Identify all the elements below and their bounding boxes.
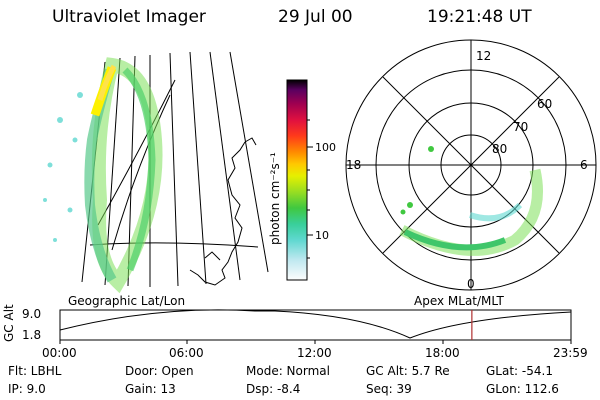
timeline-xtick-0000: 00:00 [42,346,77,360]
geographic-map-panel [43,51,269,294]
mlt-label-12: 12 [476,49,491,63]
mlat-label-60: 60 [537,97,552,111]
instrument-title: Ultraviolet Imager [52,7,206,27]
mlt-label-18: 18 [346,158,361,172]
colorbar: 100 10 photon cm⁻²s⁻¹ [268,79,336,281]
filter-info: Flt: LBHL [8,364,62,378]
mlat-label-80: 80 [492,142,507,156]
seq-info: Seq: 39 [366,382,412,396]
timeline-xtick-2359: 23:59 [553,346,588,360]
time-label: 19:21:48 UT [427,7,532,27]
colorbar-tick-100: 100 [315,141,336,154]
aurora-oval [91,57,163,294]
glat-info: GLat: -54.1 [486,364,553,378]
colorbar-tick-10: 10 [315,229,329,242]
timeline-xtick-1800: 18:00 [425,346,460,360]
gc-alt-info: GC Alt: 5.7 Re [366,364,450,378]
ip-info: IP: 9.0 [8,382,46,396]
mode-info: Mode: Normal [246,364,330,378]
polar-aurora [399,146,543,256]
dsp-info: Dsp: -8.4 [246,382,301,396]
timeline-ylabel: GC Alt [2,304,16,342]
colorbar-label: photon cm⁻²s⁻¹ [268,152,282,245]
emission-patches [43,92,83,242]
timeline-xtick-1200: 12:00 [297,346,332,360]
coastline [189,141,246,286]
timeline-ymax: 9.0 [22,307,42,321]
door-info: Door: Open [125,364,194,378]
geo-panel-caption: Geographic Lat/Lon [68,294,186,308]
polar-panel-caption: Apex MLat/MLT [414,294,504,308]
timeline-ymin: 1.8 [22,328,42,342]
mlt-label-6: 6 [580,158,588,172]
gain-info: Gain: 13 [125,382,176,396]
date-label: 29 Jul 00 [278,7,353,27]
mlt-label-0: 0 [467,277,475,291]
glon-info: GLon: 112.6 [486,382,559,396]
timeline-xtick-0600: 06:00 [169,346,204,360]
mlat-label-70: 70 [513,120,528,134]
timeline-plot [59,309,572,344]
